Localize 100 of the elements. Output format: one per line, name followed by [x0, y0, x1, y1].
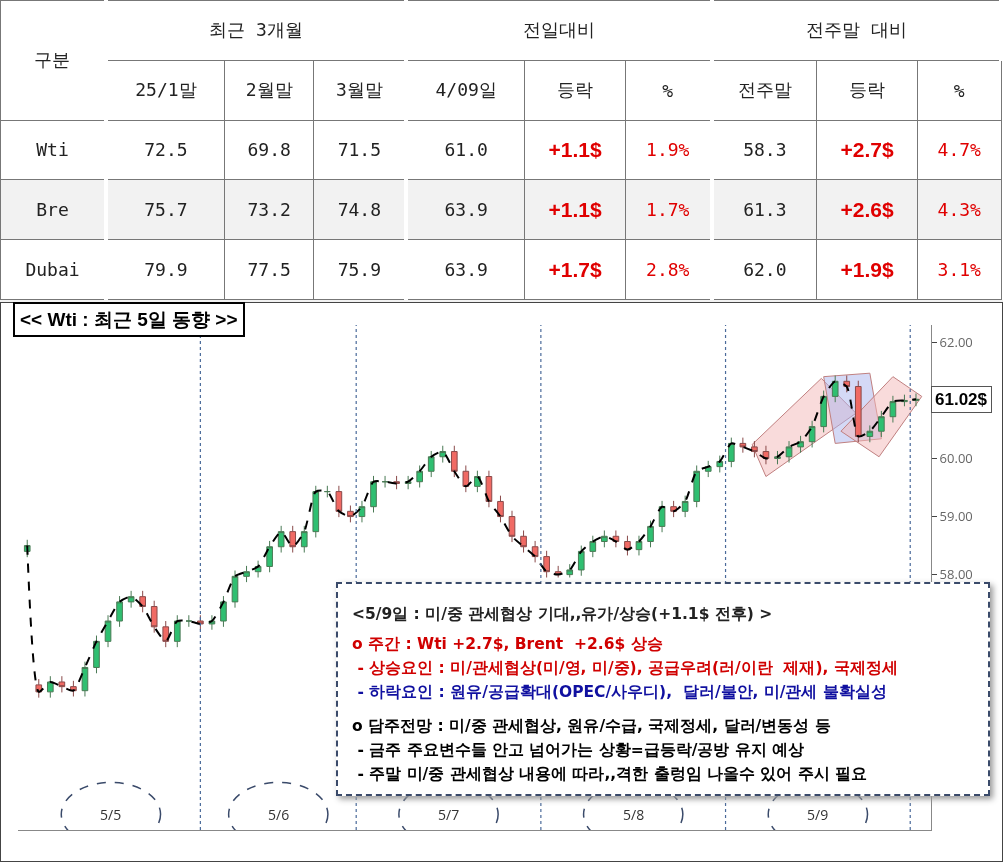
text: +1.9$: [840, 257, 894, 281]
candlestick: [93, 635, 100, 674]
candlestick: [266, 540, 273, 573]
candlestick: [312, 485, 320, 538]
text: 2.8%: [646, 259, 690, 281]
candlestick: [774, 450, 781, 465]
y-tick-label: 59.00: [939, 507, 973, 526]
candlestick: [589, 535, 597, 558]
text: 전주말 대비: [711, 0, 1001, 61]
candlestick: [543, 550, 550, 578]
category-label: 2월말: [224, 60, 314, 121]
candlestick: [231, 570, 239, 609]
category-label: 3월말: [313, 60, 407, 121]
text: 58.3: [743, 139, 787, 161]
annotation: o 주간 : Wti +2.7$, Brent +2.6$ 상승: [352, 634, 664, 655]
text: 79.9: [144, 259, 188, 281]
candlestick: [727, 437, 735, 468]
candlestick: [116, 595, 123, 628]
text: +2.7$: [840, 137, 894, 161]
text: +1.7$: [548, 257, 602, 281]
candlestick: [162, 620, 170, 648]
text: 구분: [0, 0, 106, 121]
y-tick-label: 58.00: [939, 565, 973, 584]
candlestick: [797, 435, 804, 454]
candlestick: [404, 475, 412, 490]
candlestick: [693, 464, 701, 508]
candlestick: [139, 590, 146, 613]
candlestick: [739, 437, 747, 454]
candlestick: [808, 420, 816, 448]
category-label: Wti: [36, 139, 69, 161]
text: 61.3: [743, 199, 787, 221]
text: 73.2: [247, 199, 291, 221]
candlestick: [577, 545, 585, 577]
text: 69.8: [247, 139, 291, 161]
candlestick: [46, 675, 54, 699]
category-label: 25/1말: [105, 60, 225, 121]
y-tick-label: 60.00: [939, 449, 973, 468]
candlestick: [785, 440, 793, 464]
annotation: - 금주 주요변수들 안고 넘어가는 상황=급등락/공방 유지 예상: [356, 740, 806, 761]
candlestick: [300, 525, 308, 554]
annotation: - 하락요인 : 원유/공급확대(OPEC/사우디), 달러/불안, 미/관세 불확실성: [356, 682, 888, 703]
annotation: - 상승요인 : 미/관세협상(미/영, 미/중), 공급우려(러/이란 제재), 국제정세: [356, 658, 899, 679]
candlestick: [58, 675, 66, 693]
candlestick: [462, 464, 470, 493]
text: 1.7%: [646, 199, 690, 221]
text: 4.7%: [937, 139, 981, 161]
candlestick: [831, 375, 839, 403]
candlestick: [289, 525, 297, 554]
candlestick: [531, 540, 539, 563]
category-label: 4/09일: [406, 60, 525, 121]
category-label: Bre: [36, 199, 69, 221]
chart-title: << Wti : 최근 5일 동향 >>: [20, 309, 238, 330]
candlestick: [243, 565, 250, 583]
candlestick: [185, 614, 193, 628]
candlestick: [889, 395, 897, 424]
text: 3.1%: [937, 259, 981, 281]
candlestick: [751, 440, 758, 458]
candlestick: [173, 614, 181, 648]
candlestick: [601, 529, 608, 548]
text: 75.9: [337, 259, 382, 281]
candlestick: [854, 380, 862, 443]
candlestick: [150, 600, 158, 634]
text: +2.6$: [840, 197, 894, 221]
category-label: 전주말: [711, 60, 817, 121]
text: 62.0: [743, 259, 787, 281]
text: 최근 3개월: [105, 0, 407, 61]
text: 71.5: [337, 139, 382, 161]
candlestick: [497, 495, 504, 523]
candlestick: [81, 661, 89, 697]
text: 63.9: [444, 259, 488, 281]
candlestick: [347, 505, 354, 523]
candlestick: [104, 614, 112, 648]
candlestick: [878, 410, 885, 438]
candlestick: [381, 475, 389, 489]
candlestick: [450, 445, 458, 478]
annotation: - 주말 미/중 관세협상 내용에 따라,,격한 출렁임 나올수 있어 주시 필요: [356, 764, 869, 785]
candlestick: [866, 424, 874, 443]
candlestick: [427, 450, 435, 478]
annotation: 5/9: [807, 805, 829, 824]
annotation: 5/7: [438, 805, 460, 824]
candlestick: [127, 590, 135, 609]
text: 1.9%: [646, 139, 690, 161]
candlestick: [520, 529, 527, 554]
text: 75.7: [144, 199, 188, 221]
text: +1.1$: [548, 137, 602, 161]
text: 전일대비: [406, 0, 712, 61]
annotation: o 담주전망 : 미/중 관세협상, 원유/수급, 국제정세, 달러/변동성 등: [352, 716, 832, 737]
candlestick: [820, 390, 827, 433]
y-tick-label: 62.00: [939, 332, 973, 351]
candlestick: [485, 470, 493, 508]
candlestick: [324, 485, 331, 498]
candlestick: [335, 485, 343, 518]
text: 72.5: [144, 139, 188, 161]
candlestick: [416, 464, 423, 489]
candlestick: [658, 500, 666, 533]
annotation: <5/9일 : 미/중 관세협상 기대,,유가/상승(+1.1$ 전후) >: [352, 604, 774, 625]
candlestick: [566, 563, 574, 578]
text: +1.1$: [548, 197, 602, 221]
annotation: 5/8: [623, 805, 645, 824]
text: 61.02$: [935, 390, 988, 409]
